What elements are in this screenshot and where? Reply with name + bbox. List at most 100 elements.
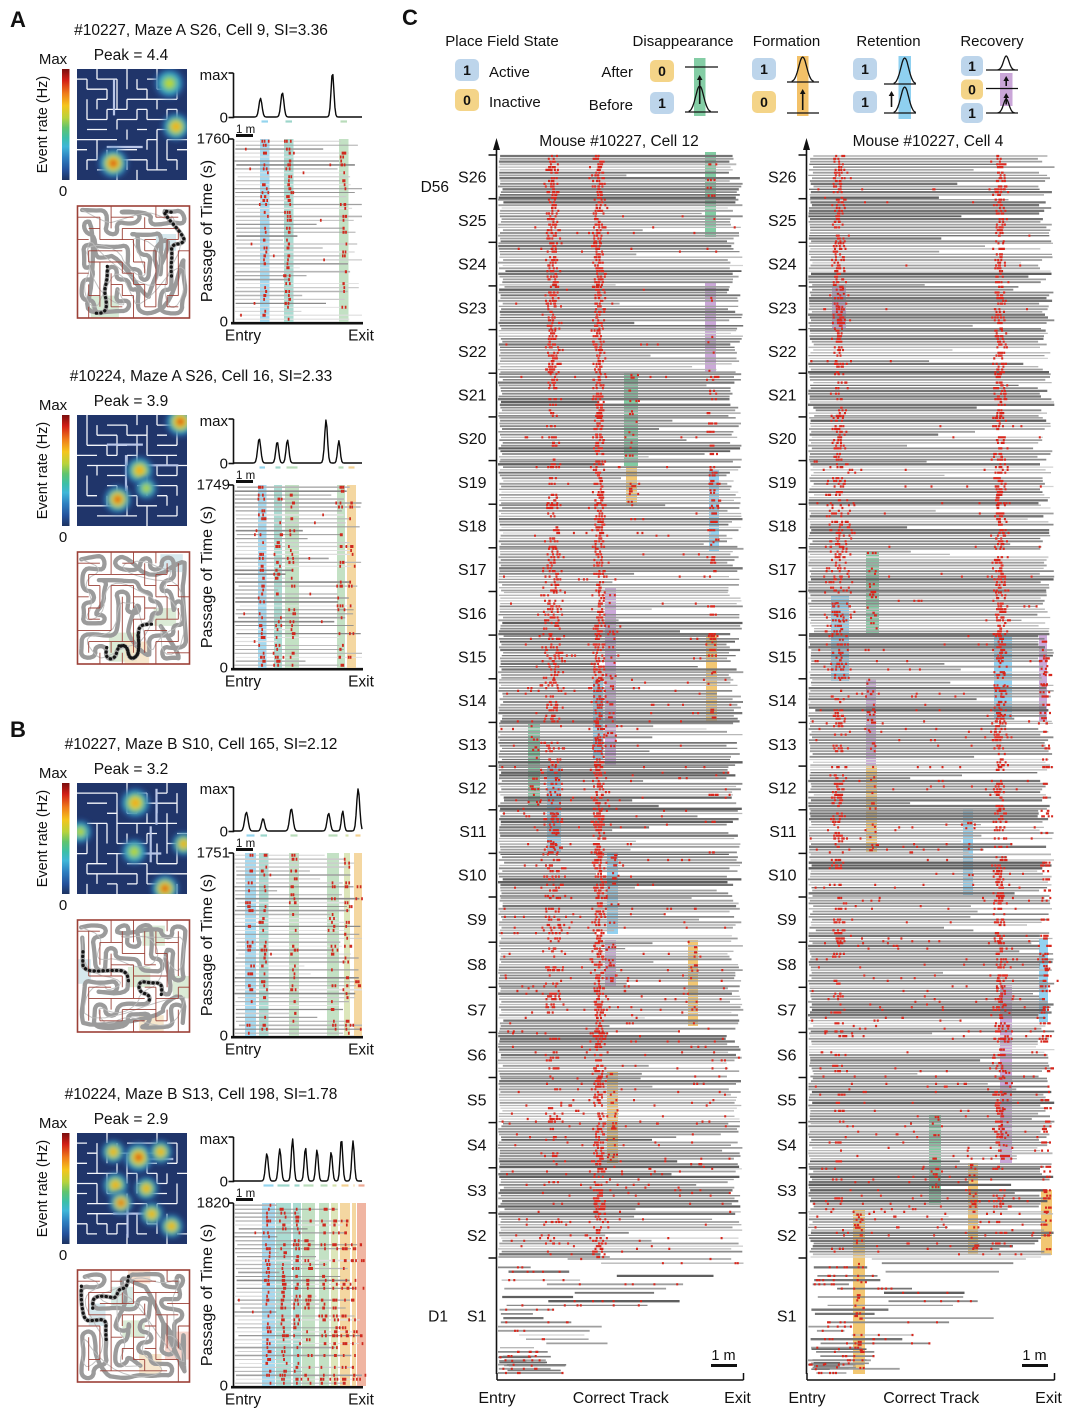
svg-text:Passage of Time (s): Passage of Time (s) [199, 160, 216, 302]
svg-text:S7: S7 [467, 1002, 487, 1019]
svg-text:D56: D56 [421, 179, 449, 196]
svg-text:S2: S2 [467, 1228, 487, 1245]
svg-text:max: max [200, 67, 229, 84]
svg-text:Mouse #10227, Cell 12: Mouse #10227, Cell 12 [539, 133, 698, 150]
svg-text:Disappearance: Disappearance [633, 33, 734, 50]
svg-text:S15: S15 [458, 650, 487, 667]
svg-text:Place Field State: Place Field State [445, 33, 558, 50]
svg-text:Active: Active [489, 64, 530, 81]
svg-text:Event rate (Hz): Event rate (Hz) [35, 1140, 51, 1238]
svg-text:0: 0 [220, 1028, 228, 1045]
svg-text:Retention: Retention [856, 33, 920, 50]
svg-text:S17: S17 [768, 562, 797, 579]
svg-text:S12: S12 [458, 780, 487, 797]
svg-text:0: 0 [220, 1378, 228, 1395]
svg-text:S13: S13 [458, 737, 487, 754]
svg-text:S6: S6 [777, 1048, 797, 1065]
svg-text:Mouse #10227, Cell 4: Mouse #10227, Cell 4 [853, 133, 1004, 150]
svg-text:S21: S21 [458, 388, 487, 405]
svg-text:S14: S14 [458, 693, 487, 710]
svg-text:0: 0 [220, 824, 228, 841]
svg-text:S16: S16 [458, 606, 487, 623]
svg-text:1: 1 [861, 61, 869, 77]
svg-text:S11: S11 [769, 824, 796, 841]
svg-text:1760: 1760 [197, 131, 230, 148]
svg-text:S19: S19 [458, 475, 487, 492]
svg-text:Max: Max [39, 397, 68, 414]
svg-text:0: 0 [59, 183, 67, 200]
svg-text:S26: S26 [768, 169, 797, 186]
svg-text:Peak = 4.4: Peak = 4.4 [94, 47, 169, 64]
svg-text:Peak = 2.9: Peak = 2.9 [94, 1111, 169, 1128]
svg-text:Peak = 3.9: Peak = 3.9 [94, 393, 169, 410]
svg-text:1 m: 1 m [1022, 1348, 1046, 1364]
svg-text:Entry: Entry [788, 1390, 825, 1407]
svg-text:A: A [10, 7, 26, 32]
svg-text:0: 0 [220, 314, 228, 331]
svg-text:S10: S10 [768, 868, 797, 885]
svg-text:max: max [200, 413, 229, 430]
svg-text:1: 1 [968, 105, 976, 121]
svg-text:Recovery: Recovery [960, 33, 1024, 50]
svg-text:S20: S20 [768, 431, 797, 448]
svg-text:#10227, Maze A S26, Cell 9, SI: #10227, Maze A S26, Cell 9, SI=3.36 [74, 22, 328, 39]
svg-text:1 m: 1 m [236, 1188, 255, 1200]
svg-text:#10224, Maze A S26, Cell 16, S: #10224, Maze A S26, Cell 16, SI=2.33 [70, 368, 332, 385]
svg-text:1: 1 [760, 61, 768, 77]
svg-text:Max: Max [39, 1115, 68, 1132]
svg-text:1 m: 1 m [236, 124, 255, 136]
svg-text:Inactive: Inactive [489, 94, 541, 111]
svg-text:max: max [200, 1131, 229, 1148]
svg-text:C: C [402, 5, 418, 30]
svg-text:S24: S24 [458, 257, 487, 274]
svg-text:S23: S23 [768, 300, 797, 317]
svg-text:Exit: Exit [1035, 1390, 1062, 1407]
svg-text:S26: S26 [458, 169, 487, 186]
svg-text:Correct Track: Correct Track [883, 1390, 980, 1407]
svg-text:Max: Max [39, 51, 68, 68]
svg-text:Entry: Entry [225, 328, 261, 345]
svg-text:S19: S19 [768, 475, 797, 492]
svg-text:Passage of Time (s): Passage of Time (s) [199, 506, 216, 648]
svg-text:B: B [10, 717, 26, 742]
svg-text:S15: S15 [768, 650, 797, 667]
svg-text:Event rate (Hz): Event rate (Hz) [35, 76, 51, 174]
svg-text:1: 1 [861, 94, 869, 110]
svg-text:S21: S21 [768, 388, 797, 405]
svg-text:Entry: Entry [225, 1042, 261, 1059]
svg-text:S7: S7 [777, 1002, 797, 1019]
svg-text:S23: S23 [458, 300, 487, 317]
svg-text:#10224, Maze B S13, Cell 198,: #10224, Maze B S13, Cell 198, SI=1.78 [65, 1086, 338, 1103]
svg-text:1 m: 1 m [236, 470, 255, 482]
svg-text:S4: S4 [467, 1138, 487, 1155]
svg-text:0: 0 [220, 110, 228, 127]
svg-text:0: 0 [59, 897, 67, 914]
svg-text:S5: S5 [777, 1093, 797, 1110]
svg-text:S22: S22 [768, 344, 797, 361]
svg-text:S10: S10 [458, 868, 487, 885]
svg-text:S14: S14 [768, 693, 797, 710]
svg-text:0: 0 [220, 660, 228, 677]
svg-text:S3: S3 [777, 1183, 797, 1200]
svg-text:S5: S5 [467, 1093, 487, 1110]
svg-text:1749: 1749 [197, 477, 230, 494]
svg-text:Exit: Exit [724, 1390, 751, 1407]
svg-text:S8: S8 [777, 957, 797, 974]
svg-text:S24: S24 [768, 257, 797, 274]
svg-text:Peak = 3.2: Peak = 3.2 [94, 761, 169, 778]
svg-text:S1: S1 [467, 1309, 487, 1326]
svg-text:Exit: Exit [348, 1042, 375, 1059]
svg-text:S13: S13 [768, 737, 797, 754]
svg-text:S12: S12 [768, 780, 797, 797]
svg-text:S20: S20 [458, 431, 487, 448]
svg-text:Entry: Entry [225, 1392, 261, 1409]
svg-text:S1: S1 [777, 1309, 797, 1326]
svg-text:Entry: Entry [225, 674, 261, 691]
svg-text:Exit: Exit [348, 1392, 375, 1409]
svg-text:1 m: 1 m [236, 838, 255, 850]
svg-text:S22: S22 [458, 344, 487, 361]
svg-text:1 m: 1 m [711, 1348, 735, 1364]
svg-text:Entry: Entry [478, 1390, 515, 1407]
svg-text:0: 0 [59, 1247, 67, 1264]
svg-text:1751: 1751 [197, 845, 230, 862]
